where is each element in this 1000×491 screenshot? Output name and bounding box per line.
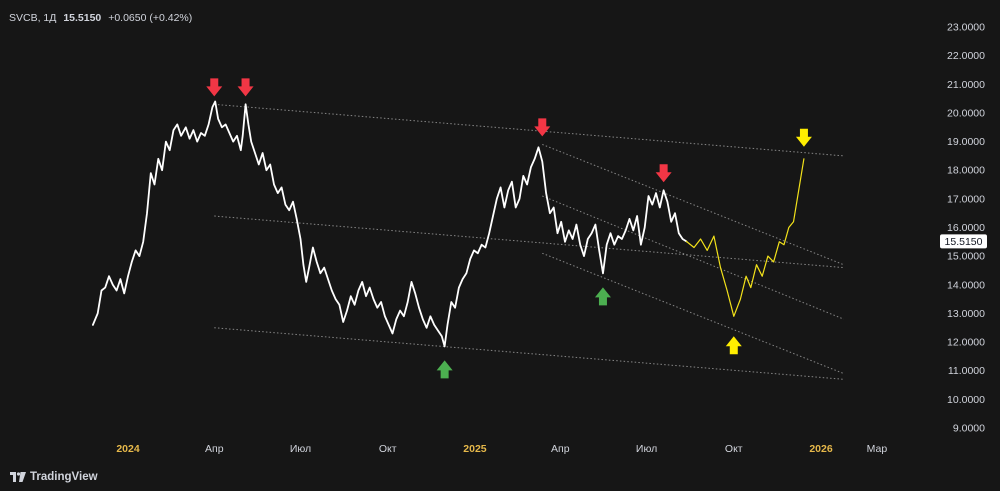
y-tick-label: 18.0000: [947, 165, 985, 177]
x-tick-label: 2026: [809, 443, 833, 455]
y-tick-label: 20.0000: [947, 107, 985, 119]
red-down-arrow-icon: [534, 118, 551, 137]
axes: 9.0000 10.0000 11.0000 12.0000 13.0000 14.000…: [116, 22, 985, 456]
y-tick-label: 10.0000: [947, 394, 985, 406]
yellow-down-arrow-icon: [795, 128, 812, 147]
tradingview-logo-icon: [10, 472, 26, 482]
yellow-up-arrow-icon: [725, 336, 742, 355]
x-tick-label: Апр: [205, 443, 224, 455]
y-tick-label: 17.0000: [947, 193, 985, 205]
y-tick-label: 16.0000: [947, 222, 985, 234]
green-up-arrow-icon: [594, 287, 611, 306]
y-tick-label: 9.0000: [953, 423, 985, 435]
channel-lines: [214, 103, 844, 380]
green-up-arrow-icon: [436, 360, 453, 379]
x-tick-label: Мар: [867, 443, 888, 455]
last-price-value: 15.5150: [63, 12, 102, 24]
symbol-header: SVCB, 1Д 15.5150 +0.0650 (+0.42%): [9, 12, 192, 24]
price-series: [92, 100, 805, 348]
last-price-tag-bg: [940, 234, 987, 249]
y-tick-label: 14.0000: [947, 279, 985, 291]
channel-line: [214, 327, 844, 380]
x-tick-label: Апр: [551, 443, 570, 455]
y-tick-label: 15.0000: [947, 251, 985, 263]
channel-line: [214, 215, 844, 269]
channel-line: [542, 252, 844, 375]
x-tick-label: Июл: [290, 443, 311, 455]
red-down-arrow-icon: [206, 78, 223, 97]
x-tick-label: 2024: [116, 443, 140, 455]
signal-markers: [206, 78, 812, 379]
price-line: [92, 100, 688, 348]
last-price-tag-label: 15.5150: [945, 236, 983, 248]
y-tick-label: 12.0000: [947, 337, 985, 349]
y-tick-label: 11.0000: [948, 365, 985, 377]
channel-line: [542, 195, 844, 320]
price-change: +0.0650 (+0.42%): [108, 12, 193, 24]
red-down-arrow-icon: [237, 78, 254, 97]
x-tick-label: Окт: [379, 443, 397, 455]
channel-line: [214, 103, 844, 157]
last-price-tag: 15.5150: [940, 234, 987, 249]
y-tick-label: 23.0000: [947, 22, 985, 34]
y-tick-label: 21.0000: [947, 79, 985, 91]
y-tick-label: 19.0000: [947, 136, 985, 148]
channel-line: [542, 143, 844, 266]
y-tick-label: 13.0000: [947, 308, 985, 320]
red-down-arrow-icon: [655, 164, 672, 183]
y-tick-label: 22.0000: [947, 50, 985, 62]
x-tick-label: Окт: [725, 443, 743, 455]
forecast-line: [685, 158, 805, 317]
x-tick-label: Июл: [636, 443, 657, 455]
symbol-label[interactable]: SVCB, 1Д: [9, 12, 57, 24]
tradingview-brand[interactable]: TradingView: [10, 471, 98, 483]
x-tick-label: 2025: [463, 443, 487, 455]
tradingview-brand-name: TradingView: [30, 471, 98, 483]
